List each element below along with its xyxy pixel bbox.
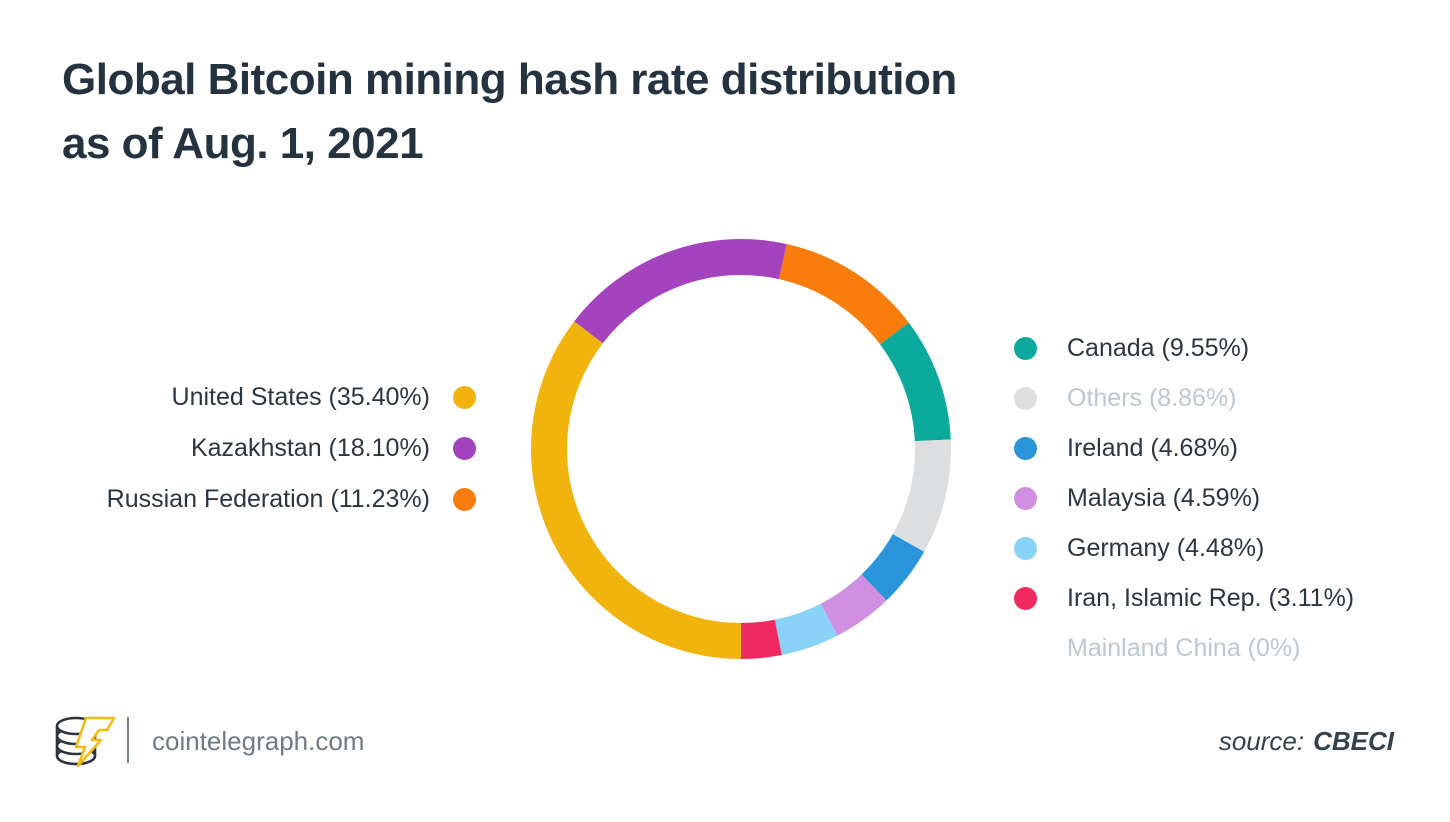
legend-item: Others (8.86%) — [1014, 373, 1237, 423]
donut-segment-ireland — [861, 533, 925, 601]
donut-segment-iran-islamic-rep — [740, 619, 782, 660]
title-line-2: as of Aug. 1, 2021 — [62, 119, 424, 168]
legend-item: Kazakhstan (18.10%) — [191, 423, 476, 474]
site-url: cointelegraph.com — [152, 726, 365, 756]
legend-label: Russian Federation (11.23%) — [106, 485, 430, 513]
legend-label: Mainland China (0%) — [1067, 633, 1301, 662]
source-prefix: source: — [1218, 726, 1305, 756]
legend-dot — [1014, 436, 1037, 460]
legend-label: Canada (9.55%) — [1067, 333, 1250, 362]
source-credit: source: CBECI — [1219, 726, 1394, 757]
legend-label: Ireland (4.68%) — [1067, 433, 1238, 462]
source-name: CBECI — [1313, 726, 1394, 756]
legend-dot — [1014, 336, 1037, 360]
legend-item: Malaysia (4.59%) — [1014, 473, 1260, 523]
legend-dot — [1014, 486, 1037, 510]
donut-segment-kazakhstan — [574, 239, 787, 344]
legend-label: Others (8.86%) — [1067, 383, 1237, 412]
legend-dot — [453, 386, 476, 409]
donut-segment-germany — [774, 603, 838, 655]
legend-item: Germany (4.48%) — [1014, 523, 1264, 573]
donut-segment-others — [892, 439, 951, 552]
donut-chart — [531, 239, 951, 660]
donut-segment-united-states — [531, 321, 742, 659]
legend-item: Ireland (4.68%) — [1014, 423, 1238, 473]
title-line-1: Global Bitcoin mining hash rate distribu… — [62, 55, 957, 104]
legend-label: Malaysia (4.59%) — [1067, 483, 1261, 512]
legend-dot — [1014, 386, 1037, 410]
donut-segment-russian-federation — [778, 244, 909, 345]
footer-divider — [127, 717, 129, 763]
legend-dot — [1014, 536, 1037, 560]
lightning-bolt-icon — [74, 716, 116, 768]
legend-item: Canada (9.55%) — [1014, 323, 1249, 373]
legend-item: United States (35.40%) — [172, 372, 476, 423]
legend-label: Kazakhstan (18.10%) — [190, 434, 430, 462]
legend-left-column: United States (35.40%) Kazakhstan (18.10%… — [107, 372, 476, 525]
donut-chart-area — [511, 219, 971, 679]
legend-item: Russian Federation (11.23%) — [107, 474, 476, 525]
legend-label: United States (35.40%) — [171, 383, 430, 411]
page-title: Global Bitcoin mining hash rate distribu… — [62, 48, 957, 176]
legend-dot — [453, 437, 476, 460]
legend-dot — [1014, 586, 1037, 610]
donut-segment-canada — [879, 322, 951, 442]
legend-dot — [453, 488, 476, 511]
legend-label: Germany (4.48%) — [1067, 533, 1265, 562]
legend-item: Mainland China (0%) — [1014, 623, 1300, 673]
legend-item: Iran, Islamic Rep. (3.11%) — [1014, 573, 1354, 623]
legend-right-column: Canada (9.55%) Others (8.86%) Ireland (4.6… — [1014, 323, 1354, 673]
cointelegraph-logo — [55, 716, 116, 768]
donut-segment-malaysia — [820, 574, 887, 636]
legend-label: Iran, Islamic Rep. (3.11%) — [1067, 583, 1355, 612]
